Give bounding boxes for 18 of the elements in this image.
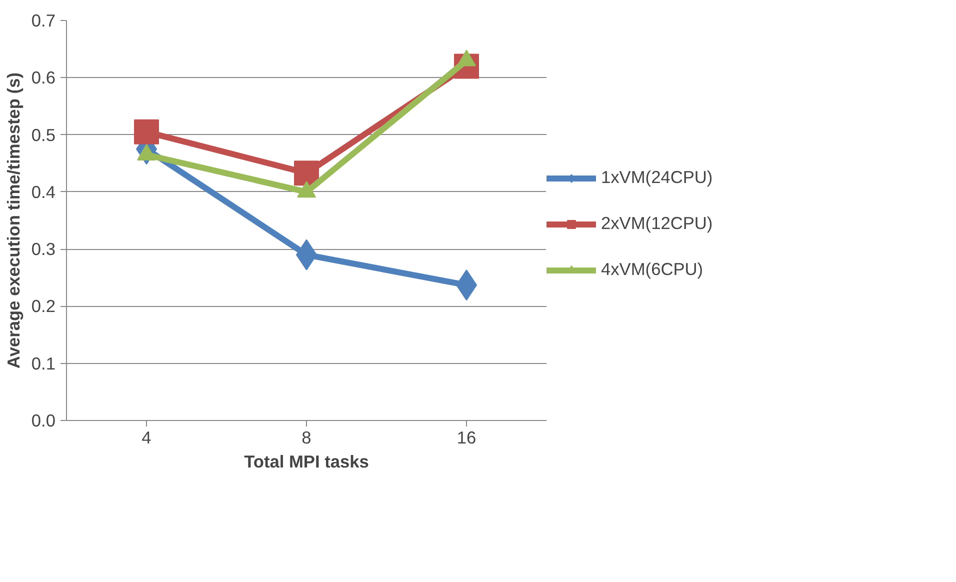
- y-tick-label: 0.4: [31, 182, 56, 202]
- y-tick-label: 0.2: [31, 296, 56, 316]
- legend-label: 1xVM(24CPU): [601, 167, 713, 188]
- y-tick-label: 0.6: [31, 68, 56, 88]
- point: [134, 119, 159, 144]
- x-tick-label: 4: [142, 428, 152, 448]
- x-tick-label: 16: [456, 428, 476, 448]
- y-tick-label: 0.1: [31, 353, 56, 374]
- y-tick-label: 0.7: [31, 10, 56, 30]
- legend-label: 2xVM(12CPU): [601, 213, 713, 234]
- y-tick-label: 0.0: [31, 410, 56, 430]
- x-tick-label: 8: [302, 428, 312, 448]
- x-axis-title: Total MPI tasks: [244, 452, 369, 472]
- y-axis-title: Average execution time/timestep (s): [3, 72, 24, 368]
- y-tick-label: 0.5: [31, 124, 56, 145]
- y-tick-label: 0.3: [31, 239, 56, 260]
- legend-label: 4xVM(6CPU): [601, 259, 704, 280]
- point: [294, 160, 319, 186]
